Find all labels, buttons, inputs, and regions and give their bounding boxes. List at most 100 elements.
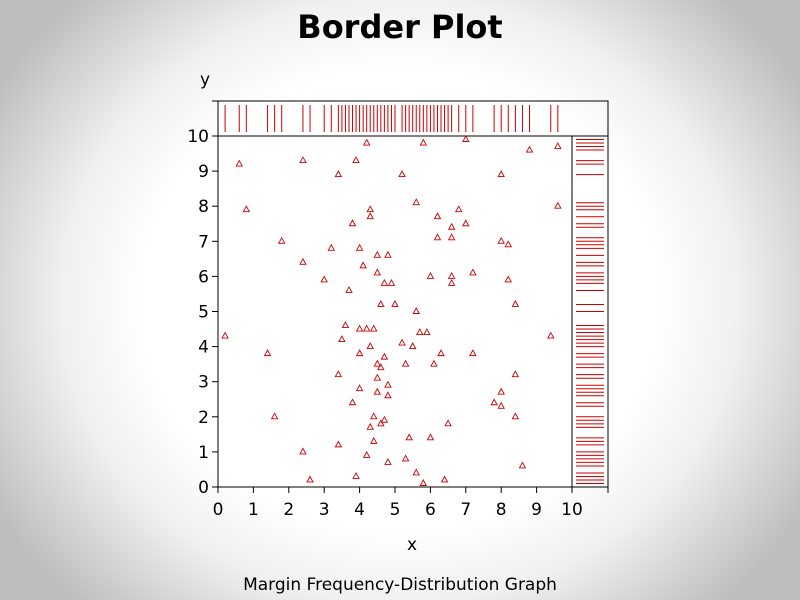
data-point bbox=[352, 472, 360, 479]
data-point bbox=[384, 391, 392, 399]
y-tick-label: 7 bbox=[198, 232, 209, 252]
data-point bbox=[370, 324, 378, 332]
data-point bbox=[447, 222, 456, 230]
data-point bbox=[384, 380, 392, 388]
data-point bbox=[370, 436, 378, 444]
data-point bbox=[362, 138, 371, 146]
data-point bbox=[277, 236, 286, 244]
plot-area-frame bbox=[217, 135, 573, 488]
data-point bbox=[348, 219, 357, 227]
data-point bbox=[440, 475, 449, 483]
data-point bbox=[235, 159, 243, 167]
data-point bbox=[355, 324, 364, 332]
y-tick-label: 1 bbox=[198, 443, 209, 463]
data-point bbox=[469, 268, 477, 276]
data-point bbox=[504, 240, 513, 248]
data-point bbox=[384, 457, 392, 465]
x-axis-label: x bbox=[407, 535, 417, 555]
data-point bbox=[398, 338, 406, 346]
x-tick-label: 2 bbox=[283, 500, 294, 520]
data-point bbox=[334, 370, 343, 378]
data-point bbox=[373, 387, 382, 395]
y-axis: 0 1 2 3 4 5 6 7 8 9 10 bbox=[187, 100, 218, 498]
data-point bbox=[377, 300, 385, 307]
data-point bbox=[373, 250, 382, 258]
data-point bbox=[469, 349, 477, 357]
right-rug bbox=[576, 139, 604, 484]
y-axis-label: y bbox=[200, 70, 210, 90]
data-point bbox=[412, 468, 420, 476]
data-point bbox=[497, 387, 505, 395]
x-tick-label: 6 bbox=[425, 500, 436, 520]
data-point bbox=[454, 205, 463, 213]
y-tick-label: 5 bbox=[198, 303, 209, 323]
data-point bbox=[433, 233, 442, 241]
data-point bbox=[416, 328, 424, 336]
data-point bbox=[221, 331, 229, 339]
data-point bbox=[497, 401, 505, 409]
data-point bbox=[306, 475, 314, 483]
data-point bbox=[263, 349, 272, 357]
data-point bbox=[423, 328, 431, 336]
data-point bbox=[518, 461, 527, 469]
x-tick-label: 9 bbox=[531, 500, 542, 520]
y-tick-label: 2 bbox=[198, 408, 209, 428]
data-point bbox=[547, 331, 555, 339]
x-tick-label: 5 bbox=[390, 500, 401, 520]
data-point bbox=[412, 307, 420, 314]
data-point bbox=[447, 278, 456, 286]
top-rug bbox=[224, 105, 559, 132]
y-tick-label: 10 bbox=[187, 127, 209, 147]
data-point bbox=[391, 300, 399, 307]
data-point bbox=[299, 447, 307, 455]
x-tick-label: 8 bbox=[496, 500, 507, 520]
data-point bbox=[380, 415, 389, 423]
data-point bbox=[299, 156, 307, 164]
data-point bbox=[334, 170, 343, 178]
data-point bbox=[384, 250, 392, 258]
data-point bbox=[419, 138, 428, 146]
x-axis: 0 1 2 3 4 5 6 7 8 9 10 bbox=[213, 487, 609, 520]
data-point bbox=[444, 419, 452, 427]
data-point bbox=[373, 268, 382, 276]
data-point bbox=[377, 363, 385, 371]
footnote: Margin Frequency-Distribution Graph bbox=[243, 575, 557, 595]
x-tick-label: 4 bbox=[354, 500, 365, 520]
data-point bbox=[366, 422, 374, 430]
data-point bbox=[380, 278, 389, 286]
data-point bbox=[299, 257, 307, 265]
chart-title: Border Plot bbox=[297, 8, 503, 46]
data-point bbox=[355, 243, 364, 251]
data-point bbox=[426, 271, 435, 279]
data-point bbox=[405, 433, 413, 441]
data-point bbox=[462, 219, 470, 227]
data-point bbox=[355, 384, 364, 392]
data-point bbox=[362, 450, 371, 458]
x-tick-label: 0 bbox=[213, 500, 224, 520]
data-point bbox=[352, 156, 360, 164]
top-rug-panel bbox=[217, 100, 609, 137]
data-point bbox=[348, 398, 357, 406]
data-point bbox=[341, 321, 350, 328]
data-point bbox=[412, 198, 420, 206]
data-point bbox=[370, 412, 378, 420]
y-tick-label: 9 bbox=[198, 162, 209, 182]
data-point bbox=[433, 212, 442, 220]
data-point bbox=[387, 278, 396, 286]
data-point bbox=[398, 170, 406, 178]
data-point bbox=[401, 454, 410, 462]
data-point bbox=[355, 349, 364, 357]
data-point bbox=[366, 212, 374, 220]
data-point bbox=[525, 145, 534, 153]
data-point bbox=[334, 440, 343, 448]
data-point bbox=[426, 433, 435, 441]
data-point bbox=[437, 349, 445, 357]
data-point bbox=[242, 205, 251, 213]
data-point bbox=[430, 359, 438, 367]
x-tick-label: 3 bbox=[319, 500, 330, 520]
y-tick-label: 8 bbox=[198, 197, 209, 217]
data-point bbox=[511, 300, 520, 307]
y-tick-label: 0 bbox=[198, 478, 209, 498]
data-point bbox=[338, 335, 346, 343]
